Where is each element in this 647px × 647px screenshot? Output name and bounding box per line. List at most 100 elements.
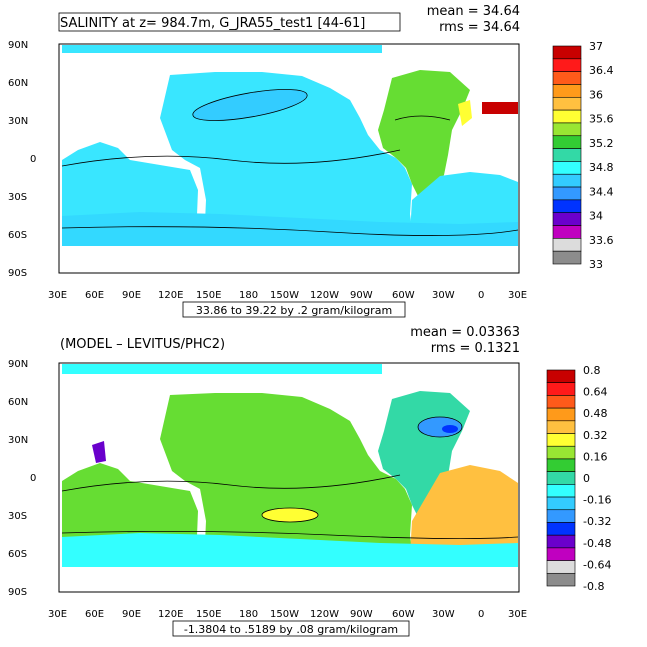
colorbar-label: -0.32 [583, 515, 611, 528]
lat-label: 90N [8, 359, 28, 370]
lat-label: 30N [8, 116, 28, 127]
arabian-sea-anomaly [92, 441, 106, 463]
rms-label: rms = 0.1321 [431, 341, 520, 356]
lon-label: 60W [392, 290, 415, 301]
colorbar-swatch [546, 369, 576, 384]
colorbar-swatch [546, 471, 576, 485]
lat-label: 30S [8, 192, 27, 203]
colorbar-swatch [552, 45, 582, 60]
longitude-axis: 30E 60E 90E 120E 150E 180 150W 120W 90W … [48, 290, 527, 301]
colorbar-label: -0.8 [583, 580, 604, 593]
lon-label: 30W [432, 290, 455, 301]
map-area [58, 43, 520, 274]
lon-label: 90E [122, 609, 141, 620]
range-box [172, 620, 410, 637]
mediterranean-hotspot [482, 102, 518, 114]
lon-label: 30E [508, 609, 527, 620]
colorbar: 37 36.4 36 35.6 35.2 34.8 34.4 34 33.6 33 [552, 40, 614, 271]
colorbar-swatch [546, 509, 576, 523]
lon-label: 120E [158, 290, 183, 301]
colorbar: 0.8 0.64 0.48 0.32 0.16 0 -0.16 -0.32 -0.48 -0.64… [546, 364, 611, 593]
contour-line [394, 115, 451, 121]
colorbar-swatch [546, 496, 576, 511]
lon-label: 120W [310, 609, 339, 620]
lon-label: 180 [239, 609, 258, 620]
colorbar-swatch [552, 225, 582, 239]
colorbar-swatch [552, 84, 582, 98]
colorbar-swatch [546, 433, 576, 447]
lon-label: 120E [158, 609, 183, 620]
colorbar-swatch [546, 534, 576, 549]
colorbar-label: 35.2 [589, 137, 614, 150]
colorbar-label: 34.4 [589, 185, 614, 198]
lon-label: 90W [350, 609, 373, 620]
lat-label: 90N [8, 40, 28, 51]
colorbar-swatch [552, 186, 582, 201]
colorbar-label: 0.8 [583, 364, 601, 377]
title-box [58, 12, 401, 32]
mean-label: mean = 34.64 [427, 4, 520, 19]
colorbar-swatch [546, 382, 576, 396]
mean-label: mean = 0.03363 [410, 325, 520, 340]
lon-label: 150E [196, 609, 221, 620]
colorbar-swatch [552, 109, 582, 124]
lon-label: 30E [48, 290, 67, 301]
south-atlantic [410, 465, 518, 555]
lon-label: 150E [196, 290, 221, 301]
colorbar-swatch [552, 96, 582, 111]
rms-label: rms = 34.64 [439, 20, 520, 35]
lon-label: 60E [85, 609, 104, 620]
south-pacific-maximum [261, 507, 319, 523]
colorbar-swatch [552, 135, 582, 149]
lat-label: 90S [8, 587, 27, 598]
lon-label: 30E [508, 290, 527, 301]
colorbar-swatch [546, 420, 576, 434]
colorbar-label: 34 [589, 210, 603, 223]
lon-label: 180 [239, 290, 258, 301]
longitude-axis: 30E 60E 90E 120E 150E 180 150W 120W 90W … [48, 609, 527, 620]
south-atlantic [410, 172, 518, 234]
salinity-panel: 90N 60N 30N 0 30S 60S 90S 30E 60E 90E 12… [0, 0, 647, 323]
subtropical-low-salinity-blob [192, 89, 308, 121]
lat-label: 30N [8, 435, 28, 446]
colorbar-swatch [552, 238, 582, 252]
colorbar-swatch [546, 572, 576, 587]
lat-label: 60N [8, 397, 28, 408]
lon-label: 0 [478, 609, 484, 620]
colorbar-label: -0.16 [583, 494, 611, 507]
colorbar-label: 35.6 [589, 113, 614, 126]
colorbar-swatch [546, 547, 576, 561]
colorbar-label: 33 [589, 258, 603, 271]
colorbar-swatch [546, 522, 576, 536]
salinity-map-svg: 90N 60N 30N 0 30S 60S 90S 30E 60E 90E 12… [8, 4, 614, 318]
lon-label: 120W [310, 290, 339, 301]
range-label: 33.86 to 39.22 by .2 gram/kilogram [196, 304, 392, 317]
colorbar-swatch [546, 484, 576, 498]
colorbar-label: 0 [583, 472, 590, 485]
colorbar-swatch [552, 148, 582, 162]
colorbar-swatch [546, 458, 576, 472]
lat-label: 30S [8, 511, 27, 522]
colorbar-swatch [552, 161, 582, 175]
lon-label: 0 [478, 290, 484, 301]
colorbar-label: 0.16 [583, 450, 608, 463]
colorbar-label: 0.32 [583, 429, 608, 442]
contour-line [61, 531, 519, 539]
lon-label: 150W [270, 609, 299, 620]
north-atlantic-core [442, 425, 458, 433]
lon-label: 150W [270, 290, 299, 301]
colorbar-swatch [552, 250, 582, 265]
lon-label: 30W [432, 609, 455, 620]
lon-label: 90E [122, 290, 141, 301]
colorbar-label: 36.4 [589, 64, 614, 77]
latitude-axis: 90N 60N 30N 0 30S 60S 90S [8, 359, 36, 598]
lat-label: 90S [8, 268, 27, 279]
colorbar-label: -0.48 [583, 537, 611, 550]
map-title: (MODEL – LEVITUS/PHC2) [60, 337, 225, 352]
lat-label: 0 [30, 473, 36, 484]
colorbar-label: 36 [589, 88, 603, 101]
southern-ocean [62, 533, 518, 567]
southern-ocean [62, 212, 518, 246]
pacific-ocean [160, 393, 414, 567]
colorbar-label: 33.6 [589, 234, 614, 247]
